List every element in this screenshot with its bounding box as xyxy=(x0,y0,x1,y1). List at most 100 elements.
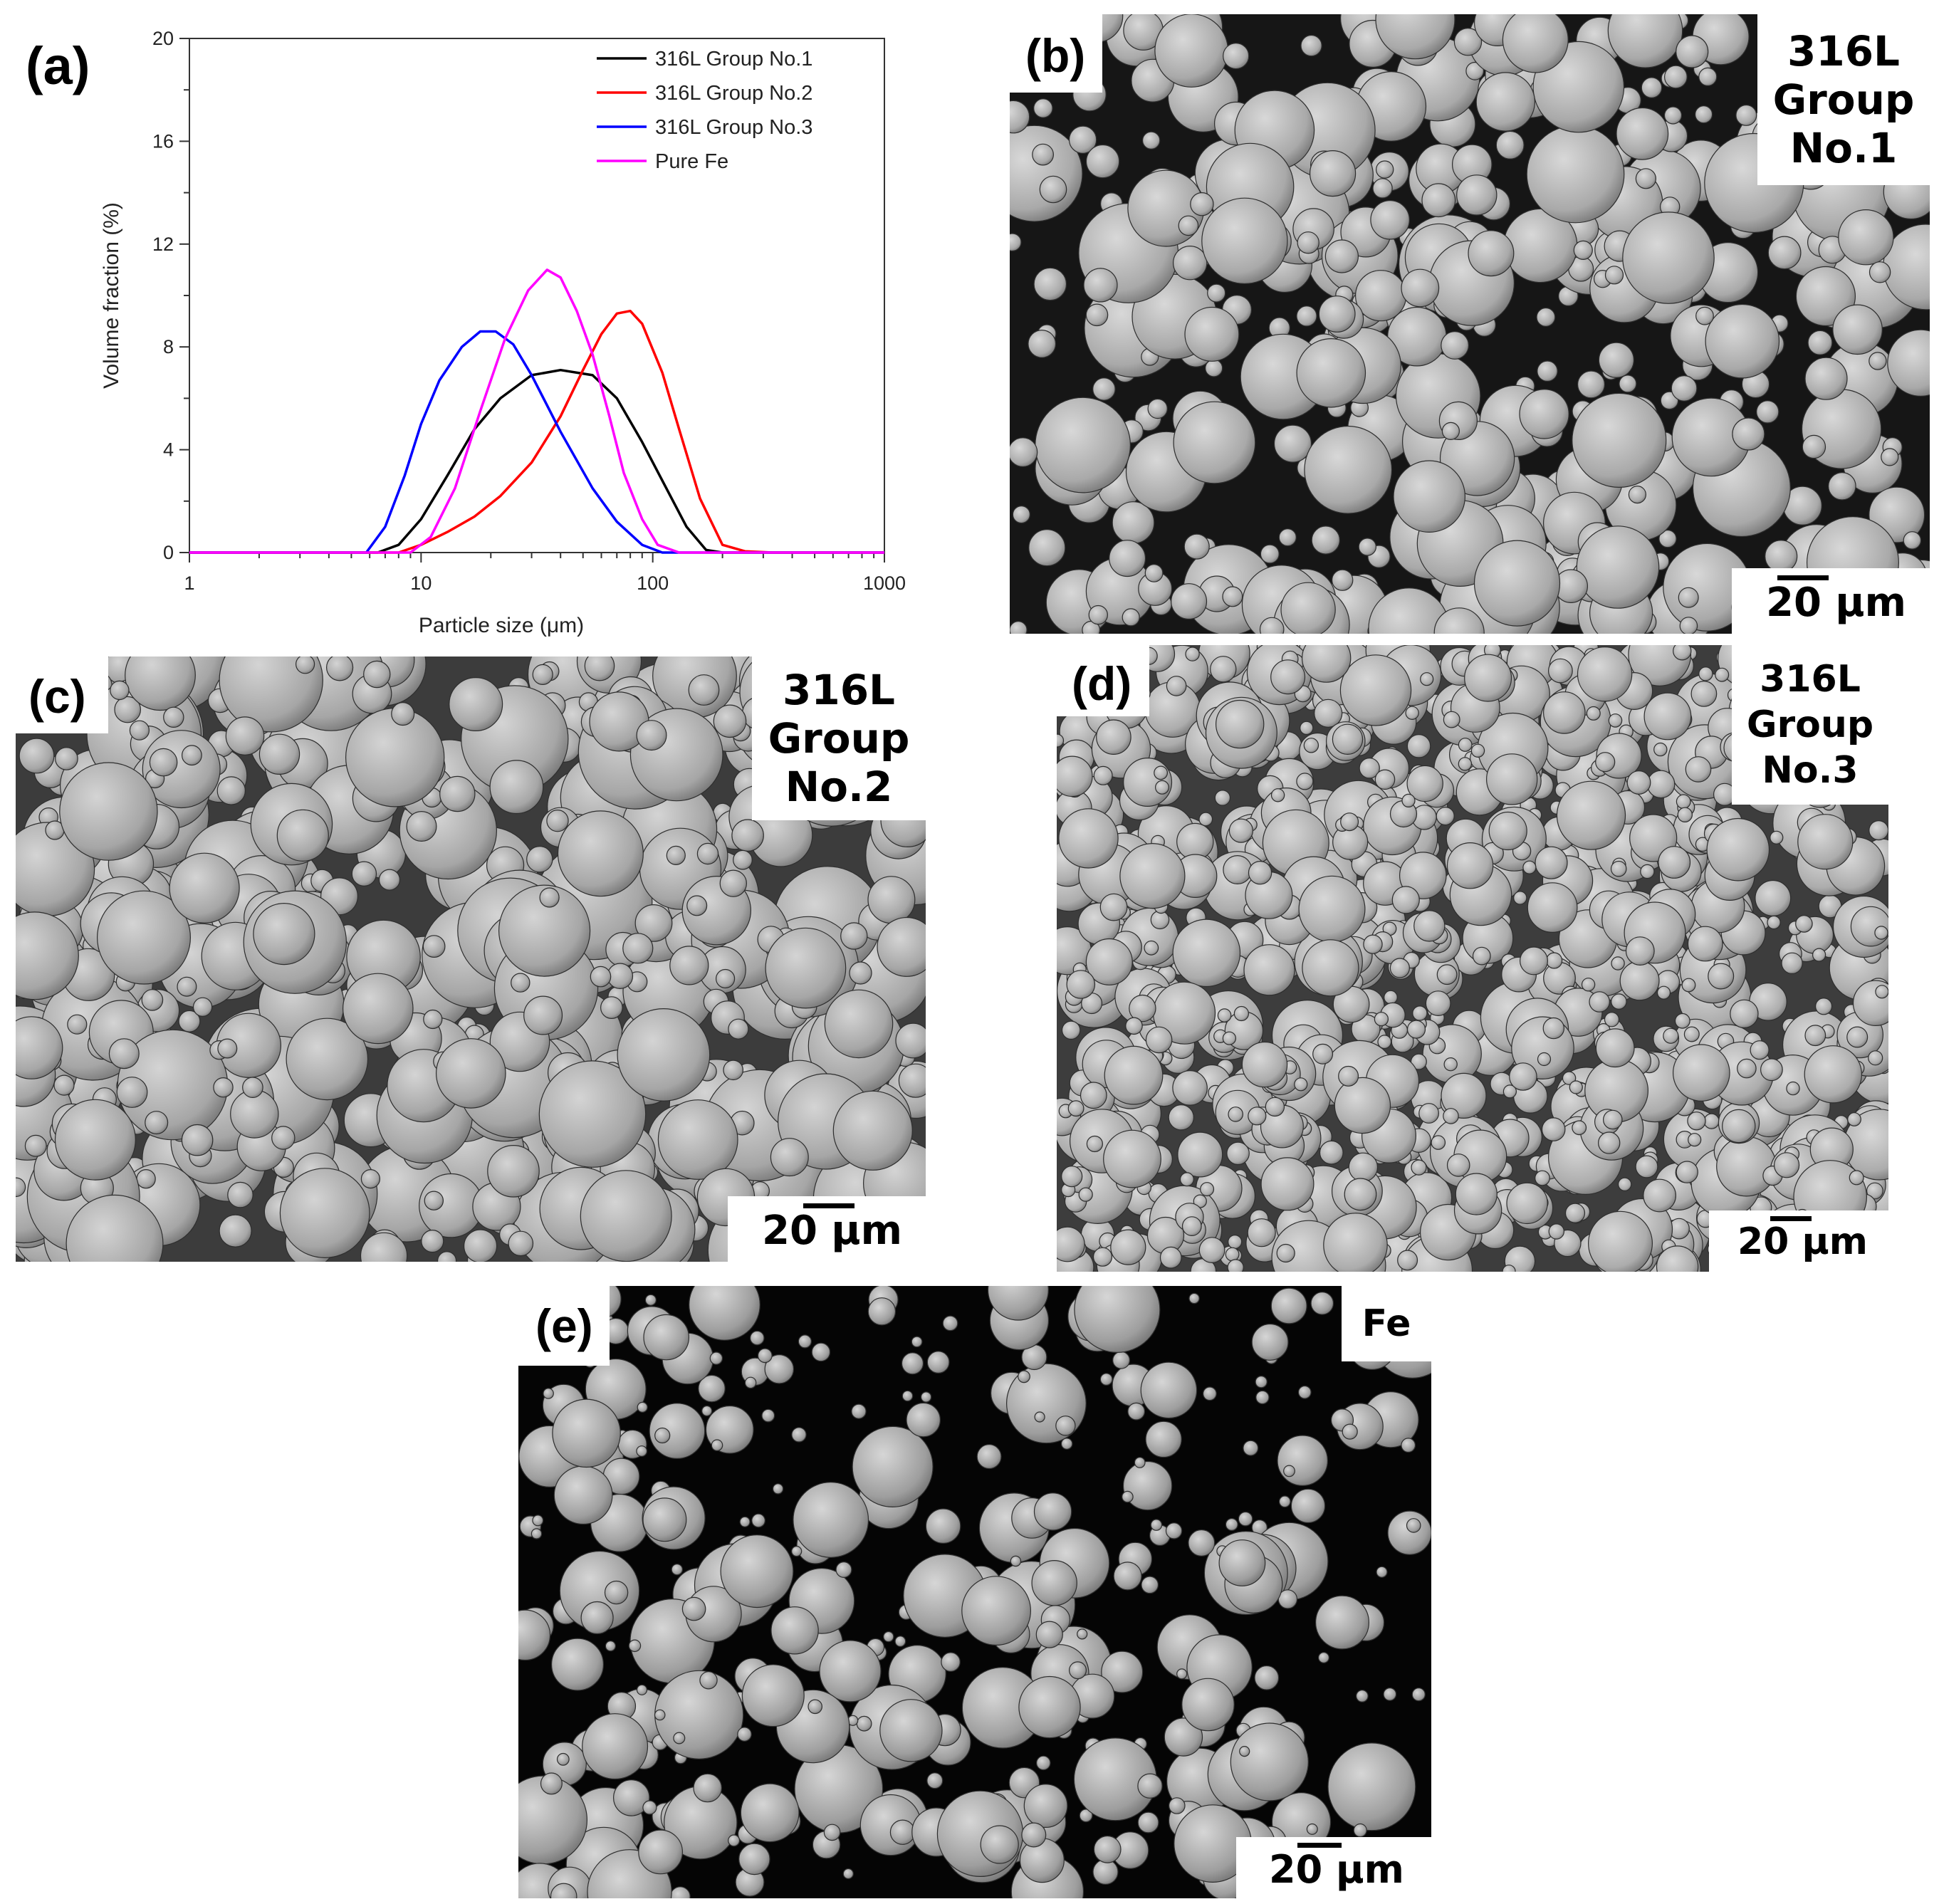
powder-particle xyxy=(580,1601,614,1635)
scale-bar-text: 20 μm xyxy=(762,1208,902,1254)
powder-particle xyxy=(1198,1237,1225,1263)
y-tick-label: 4 xyxy=(163,439,174,461)
powder-particle xyxy=(634,904,673,942)
powder-particle xyxy=(141,989,164,1011)
powder-particle xyxy=(1119,843,1186,909)
powder-particle xyxy=(1708,963,1735,990)
powder-particle xyxy=(1179,1172,1194,1187)
powder-particle xyxy=(1441,1072,1487,1119)
powder-particle xyxy=(1625,936,1655,966)
powder-particle xyxy=(1421,183,1456,218)
powder-particle xyxy=(1348,1152,1379,1183)
powder-particle xyxy=(546,809,569,832)
powder-particle xyxy=(1869,820,1888,841)
powder-particle xyxy=(798,1334,812,1349)
powder-particle xyxy=(67,1014,88,1035)
powder-particle xyxy=(689,1286,761,1341)
powder-particle xyxy=(1068,125,1097,154)
powder-particle xyxy=(741,1664,805,1727)
powder-particle xyxy=(1154,14,1229,88)
powder-particle xyxy=(1010,233,1022,251)
y-tick-label: 16 xyxy=(152,130,174,152)
powder-particle xyxy=(1412,1005,1428,1021)
powder-particle xyxy=(1033,267,1067,301)
powder-particle xyxy=(1214,790,1231,806)
powder-particle xyxy=(757,1348,773,1364)
powder-particle xyxy=(1433,607,1485,634)
powder-particle xyxy=(1222,1031,1236,1045)
powder-particle xyxy=(54,1099,136,1181)
legend-label: 316L Group No.3 xyxy=(655,116,812,139)
powder-particle xyxy=(296,657,315,674)
panel-b-sample-label: 316L Group No.1 xyxy=(1757,14,1930,185)
legend-label: Pure Fe xyxy=(655,150,728,173)
powder-particle xyxy=(1874,926,1888,940)
powder-particle xyxy=(1228,818,1253,843)
powder-particle xyxy=(1556,780,1626,850)
powder-particle xyxy=(1535,846,1568,879)
powder-particle xyxy=(543,1388,554,1399)
powder-particle xyxy=(1028,529,1066,567)
powder-particle xyxy=(1397,1250,1418,1271)
powder-particle xyxy=(1688,1133,1702,1147)
powder-particle xyxy=(1640,864,1655,879)
powder-particle xyxy=(163,706,184,728)
powder-particle xyxy=(1101,1651,1144,1693)
powder-particle xyxy=(1078,1187,1093,1202)
powder-particle xyxy=(553,1465,613,1525)
powder-particle xyxy=(1672,1044,1730,1102)
powder-particle xyxy=(1122,1490,1134,1503)
powder-particle xyxy=(1595,1028,1635,1068)
powder-particle xyxy=(669,946,709,985)
sem-powder-particles xyxy=(518,1286,1431,1898)
powder-particle xyxy=(1092,1858,1119,1885)
powder-particle xyxy=(856,1715,872,1732)
powder-particle xyxy=(1332,569,1354,591)
powder-particle xyxy=(1425,990,1451,1017)
powder-particle xyxy=(1619,961,1660,1001)
powder-particle xyxy=(715,968,736,989)
powder-particle xyxy=(808,1699,822,1715)
powder-particle xyxy=(464,1229,498,1262)
powder-particle xyxy=(439,775,476,812)
powder-particle xyxy=(1646,770,1676,799)
powder-particle xyxy=(1178,215,1199,236)
powder-particle xyxy=(1519,946,1548,975)
powder-particle xyxy=(1141,131,1161,150)
powder-particle xyxy=(1455,1173,1498,1215)
powder-particle xyxy=(1306,1823,1318,1835)
powder-particle xyxy=(487,1144,540,1198)
powder-particle xyxy=(1122,608,1140,627)
series-line xyxy=(189,330,884,554)
powder-particle xyxy=(851,1403,867,1419)
powder-particle xyxy=(1198,812,1213,827)
panel-b-letter xyxy=(1010,14,1102,93)
y-tick-label: 20 xyxy=(152,28,174,49)
label-line-1: Fe xyxy=(1362,1302,1411,1345)
powder-particle xyxy=(1141,1576,1159,1594)
powder-particle xyxy=(508,1230,534,1257)
powder-particle xyxy=(1389,958,1410,978)
powder-particle xyxy=(1181,1678,1235,1732)
powder-particle xyxy=(1066,970,1096,999)
powder-particle xyxy=(1125,1017,1143,1035)
powder-particle xyxy=(1604,266,1624,285)
powder-particle xyxy=(1028,330,1057,358)
powder-particle xyxy=(582,1713,649,1780)
powder-particle xyxy=(1103,1129,1161,1188)
y-tick-label: 0 xyxy=(163,542,174,563)
powder-particle xyxy=(1190,192,1214,216)
powder-particle xyxy=(1411,1159,1427,1176)
powder-particle xyxy=(1687,926,1723,962)
powder-particle xyxy=(1155,780,1170,795)
powder-particle xyxy=(604,1580,629,1605)
powder-particle xyxy=(271,1126,296,1150)
powder-particle xyxy=(1832,304,1883,355)
powder-particle xyxy=(1061,1020,1081,1040)
legend-label: 316L Group No.1 xyxy=(655,48,812,70)
powder-particle xyxy=(16,911,79,1000)
label-line-3: No.2 xyxy=(785,763,893,811)
powder-particle xyxy=(345,708,445,807)
powder-particle xyxy=(1715,667,1730,682)
powder-particle xyxy=(1159,1246,1182,1269)
